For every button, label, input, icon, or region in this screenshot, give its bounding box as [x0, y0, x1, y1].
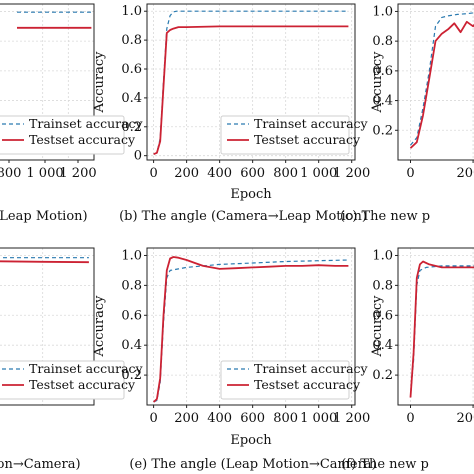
- series-group-d: [0, 257, 89, 264]
- testset-line-c: [409, 20, 474, 149]
- y-tick-label: 0.6: [121, 62, 142, 77]
- legend-label: Trainset accuracy: [254, 361, 369, 376]
- x-tick-label: 800: [0, 166, 21, 181]
- y-tick-label: 0.8: [372, 278, 393, 293]
- subfigure-caption-e: (e) The angle (Leap Motion→Camera): [129, 457, 376, 472]
- testset-line-d: [0, 260, 89, 264]
- x-tick-label: 0: [406, 411, 414, 426]
- x-axis-label: Epoch: [230, 433, 272, 448]
- x-tick-label: 200: [174, 166, 199, 181]
- x-tick-label: 1 000: [300, 411, 337, 426]
- x-tick-label: 1 000: [300, 166, 337, 181]
- x-tick-label: 400: [207, 166, 232, 181]
- x-tick-label: 200: [174, 411, 199, 426]
- y-tick-label: 1.0: [372, 248, 393, 263]
- x-tick-label: 600: [240, 411, 265, 426]
- y-tick-label: 0.2: [372, 368, 393, 383]
- trainset-line-c: [410, 12, 474, 146]
- legend-label: Testset accuracy: [29, 377, 136, 392]
- testset-line-b: [153, 25, 349, 156]
- subfigure-caption-a: →Leap Motion): [0, 209, 88, 224]
- legend-box: [220, 115, 350, 155]
- x-tick-label: 1 200: [333, 166, 370, 181]
- y-tick-label: 1.0: [121, 248, 142, 263]
- y-axis-label: Accuracy: [370, 51, 385, 114]
- x-tick-label: 1 200: [59, 166, 96, 181]
- y-axis-label: Accuracy: [92, 295, 107, 358]
- legend-box: [220, 360, 350, 400]
- y-tick-label: 0.8: [121, 278, 142, 293]
- y-tick-label: 0: [134, 149, 142, 164]
- y-tick-label: 1.0: [121, 4, 142, 19]
- y-tick-label: 1.0: [372, 4, 393, 19]
- plot-frame-a: [0, 3, 95, 161]
- plot-frame-e: [146, 247, 356, 406]
- series-group-f: [409, 260, 474, 398]
- grid-f: [398, 248, 474, 405]
- legend-label: Trainset accuracy: [29, 116, 144, 131]
- subfigure-caption-d: otion→Camera): [0, 457, 81, 472]
- legend-box: [0, 115, 125, 155]
- y-tick-label: 0.4: [121, 91, 142, 106]
- trainset-line-f: [409, 265, 474, 398]
- series-group-e: [152, 256, 349, 403]
- y-tick-label: 0.4: [372, 94, 393, 109]
- y-tick-label: 0.2: [372, 123, 393, 138]
- y-axis-label: Accuracy: [92, 51, 107, 114]
- y-tick-label: 0.6: [121, 308, 142, 323]
- y-tick-label: 0.6: [372, 308, 393, 323]
- x-tick-label: 1 200: [333, 411, 370, 426]
- subfigure-caption-b: (b) The angle (Camera→Leap Motion): [119, 209, 367, 224]
- x-tick-label: 400: [207, 411, 232, 426]
- x-tick-label: 0: [406, 166, 414, 181]
- series-group-c: [409, 12, 474, 149]
- x-tick-label: 800: [273, 411, 298, 426]
- legend-box: [0, 360, 125, 400]
- x-axis-label: Epoch: [230, 187, 272, 202]
- legend-label: Trainset accuracy: [254, 116, 369, 131]
- legend-label: Trainset accuracy: [29, 361, 144, 376]
- legend-label: Testset accuracy: [254, 377, 361, 392]
- x-tick-label: 0: [149, 411, 157, 426]
- subfigure-caption-f: (f) The new p: [341, 457, 429, 472]
- subfigure-caption-c: (c) The new p: [340, 209, 430, 224]
- plot-frame-d: [0, 247, 95, 406]
- y-tick-label: 0.8: [121, 33, 142, 48]
- plot-frame-b: [146, 3, 356, 161]
- y-tick-label: 0.2: [121, 368, 142, 383]
- x-tick-label: 1 000: [26, 166, 63, 181]
- x-tick-label: 800: [273, 166, 298, 181]
- testset-line-f: [409, 260, 474, 398]
- y-axis-label: Accuracy: [370, 295, 385, 358]
- x-tick-label: 0: [149, 166, 157, 181]
- series-group-a: [17, 11, 92, 29]
- y-tick-label: 0.2: [121, 120, 142, 135]
- testset-line-e: [152, 256, 349, 403]
- y-tick-label: 0.8: [372, 34, 393, 49]
- plot-frame-c: [397, 3, 474, 161]
- plot-frame-f: [397, 247, 474, 406]
- y-tick-label: 0.6: [372, 64, 393, 79]
- legend-label: Testset accuracy: [254, 132, 361, 147]
- y-tick-label: 0.4: [121, 338, 142, 353]
- series-group-b: [153, 10, 349, 156]
- x-tick-label: 600: [240, 166, 265, 181]
- legend-label: Testset accuracy: [29, 132, 136, 147]
- y-tick-label: 0.4: [372, 338, 393, 353]
